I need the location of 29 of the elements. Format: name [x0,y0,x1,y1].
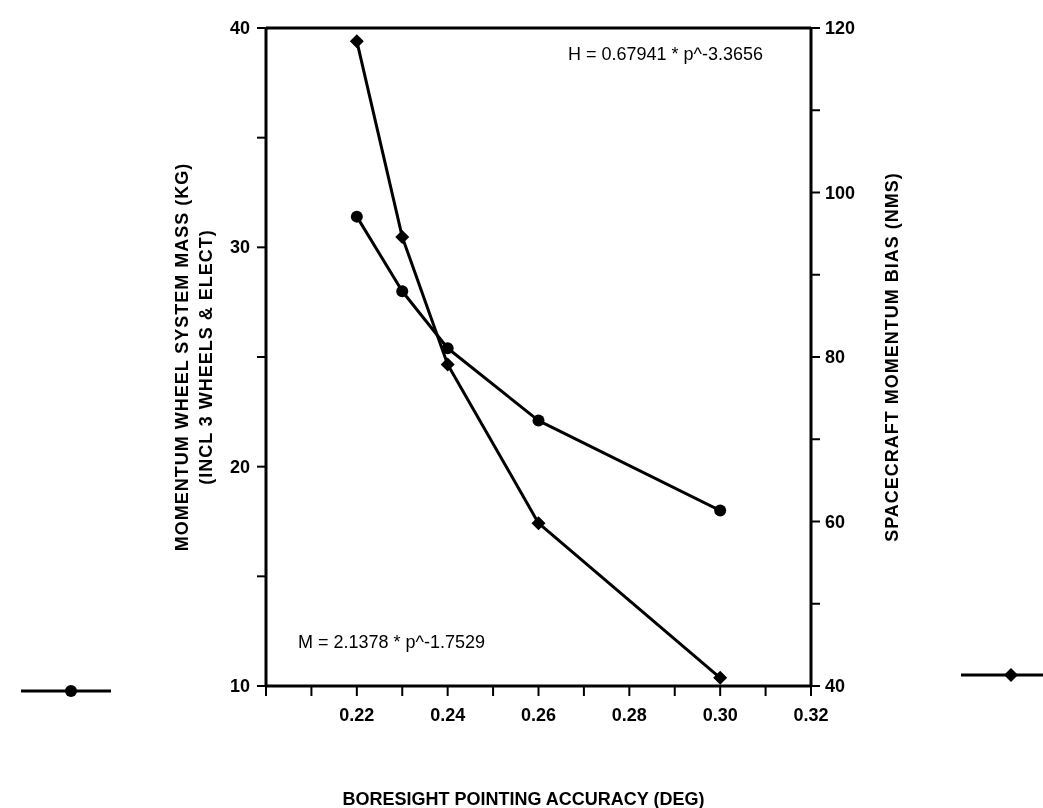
x-tick-label: 0.28 [611,705,647,725]
annotation: M = 2.1378 * p^-1.7529 [298,632,486,652]
point [531,516,546,531]
x-tick-label: 0.30 [702,705,738,725]
y2-tick-label: 60 [825,511,846,532]
point [440,357,455,372]
annotation: H = 0.67941 * p^-3.3656 [568,44,764,64]
y2-tick-label: 80 [825,347,846,367]
point [713,670,728,685]
point [349,34,364,49]
point [395,229,410,244]
y-tick-label: 40 [229,18,250,38]
point [396,285,409,298]
x-tick-label: 0.22 [339,705,375,725]
x-axis-title: BORESIGHT POINTING ACCURACY (DEG) [342,789,705,808]
y2-tick-label: 40 [825,676,846,696]
x-tick-label: 0.24 [430,705,466,725]
point [350,210,363,223]
y-tick-label: 30 [229,237,250,258]
y2-tick-label: 120 [825,18,856,38]
y2-axis-title: SPACECRAFT MOMENTUM BIAS (NMS) [882,172,902,542]
x-tick-label: 0.32 [793,705,829,725]
y-tick-label: 10 [229,676,250,696]
point [532,414,545,427]
x-tick-label: 0.26 [520,705,557,725]
point [714,504,727,517]
y-tick-label: 20 [229,456,250,477]
y-axis-title: MOMENTUM WHEEL SYSTEM MASS (KG) (INCL 3 WHEELS & ELECT) [172,162,216,552]
y2-tick-label: 100 [825,182,856,203]
